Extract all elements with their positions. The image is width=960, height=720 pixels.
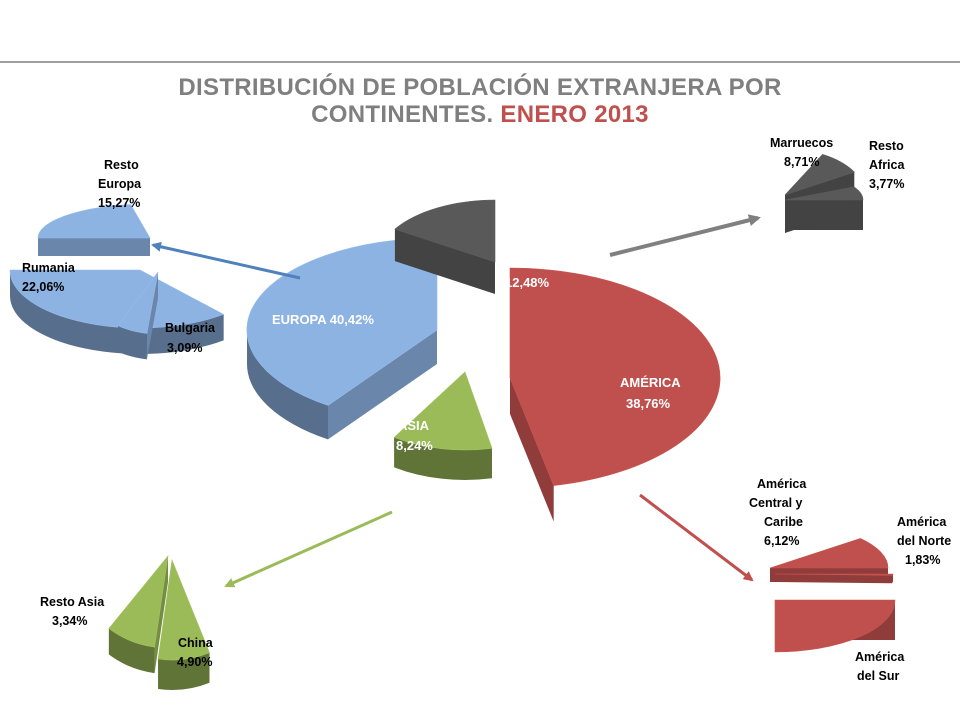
label-marruecos: Marruecos [770, 136, 833, 150]
label-resto-africa-2: Africa [869, 158, 905, 172]
slice-am-central-top [769, 538, 889, 569]
slice-resto-africa-top [784, 186, 864, 201]
label-america-name: AMÉRICA [620, 375, 681, 390]
slice-resto-europa-top [37, 204, 151, 239]
slice-asia-top [393, 371, 493, 451]
label-resto-asia-pct: 3,34% [52, 614, 87, 628]
arrow-asia [224, 510, 393, 588]
label-china-pct: 4,90% [177, 655, 212, 669]
slice-europa-top [246, 237, 438, 406]
label-resto-europa-1: Resto [104, 158, 139, 172]
arrow-europa [151, 241, 301, 280]
slice-europa-side-0 [246, 330, 328, 440]
title-line-1: DISTRIBUCIÓN DE POBLACIÓN EXTRANJERA POR [178, 74, 782, 101]
arrow-america [639, 493, 754, 582]
label-am-central-1: América [757, 477, 807, 491]
slice-america-cut-start [510, 378, 554, 522]
label-am-central-2: Central y [749, 496, 803, 510]
title-line-2-prefix: CONTINENTES. [311, 101, 494, 128]
top-divider-line [0, 61, 960, 63]
slice-rumania-side-0 [10, 270, 224, 354]
slice-africa-cut-end [394, 229, 495, 294]
slice-resto-asia-top [108, 554, 169, 648]
label-am-norte-1: América [897, 515, 947, 529]
label-resto-africa-1: Resto [869, 139, 904, 153]
slice-bulgaria-cut-end [146, 272, 158, 360]
slice-am-norte-cut-end [775, 574, 893, 582]
slice-europa-cut-end [328, 330, 437, 440]
arrow-africa [609, 214, 761, 257]
label-am-norte-2: del Norte [897, 534, 951, 548]
label-am-sur-2: del Sur [857, 669, 900, 683]
label-am-norte-pct: 1,83% [905, 553, 940, 567]
label-china: China [178, 636, 214, 650]
label-america-pct: 38,76% [626, 396, 671, 411]
title-highlight: ENERO 2013 [500, 101, 649, 128]
slice-bulgaria-top [117, 271, 159, 334]
label-resto-africa-pct: 3,77% [869, 177, 904, 191]
slice-china-top [157, 558, 210, 661]
slice-china-side-0 [158, 652, 210, 690]
label-rumania: Rumania [22, 261, 76, 275]
label-asia-name: ASIA [398, 418, 430, 433]
label-bulgaria-pct: 3,09% [167, 341, 202, 355]
label-resto-asia: Resto Asia [40, 595, 105, 609]
slice-resto-asia-side-0 [108, 628, 155, 674]
label-resto-europa-2: Europa [98, 177, 142, 191]
slice-rumania-top [9, 269, 225, 329]
label-bulgaria: Bulgaria [165, 321, 216, 335]
label-rumania-pct: 22,06% [22, 280, 64, 294]
slice-marruecos-top [784, 154, 855, 196]
slice-resto-asia-cut-end [154, 556, 168, 674]
label-africa-pct: 12,48% [505, 275, 550, 290]
label-europa: EUROPA 40,42% [272, 312, 374, 327]
label-africa-name: AFRICA [505, 255, 555, 270]
label-am-central-3: Caribe [764, 515, 803, 529]
slice-asia-side-0 [394, 437, 492, 480]
label-marruecos-pct: 8,71% [784, 155, 819, 169]
slice-africa-top [394, 199, 496, 263]
label-asia-pct: 8,24% [396, 438, 433, 453]
slice-resto-europa-cut-end [38, 238, 150, 256]
slice-america-top [509, 267, 721, 486]
slice-am-norte-top [774, 573, 894, 576]
chart-title: DISTRIBUCIÓN DE POBLACIÓN EXTRANJERA POR… [0, 74, 960, 128]
slice-am-sur-top [774, 599, 896, 653]
slice-bulgaria-side-0 [118, 325, 147, 360]
label-am-sur-1: América [855, 650, 905, 664]
label-resto-europa-pct: 15,27% [98, 196, 140, 210]
pie-slices-layer [9, 154, 896, 690]
label-am-central-pct: 6,12% [764, 534, 799, 548]
title-line-2: CONTINENTES. ENERO 2013 [0, 101, 960, 128]
